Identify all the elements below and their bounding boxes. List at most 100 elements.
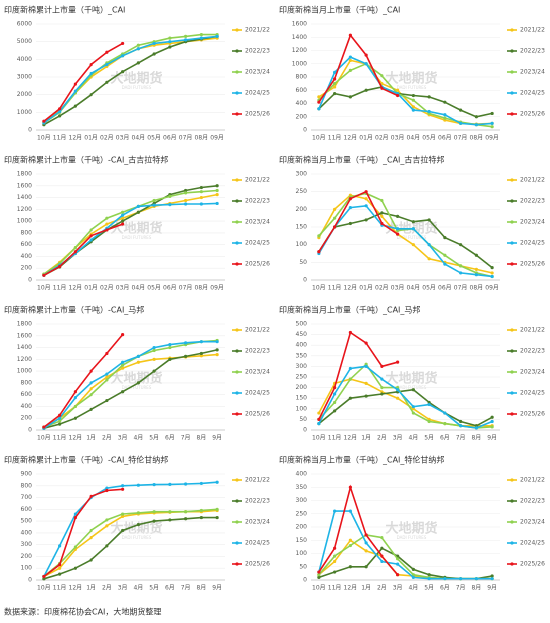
data-point bbox=[184, 38, 188, 42]
data-point bbox=[168, 194, 172, 198]
data-point bbox=[105, 63, 109, 67]
x-tick-label: 09月 bbox=[485, 135, 499, 142]
data-point bbox=[364, 381, 368, 385]
data-point bbox=[105, 216, 109, 220]
data-point bbox=[396, 557, 400, 561]
watermark-sub: DADI FUTURES bbox=[122, 85, 152, 90]
x-tick-label: 5月 bbox=[149, 435, 159, 442]
x-tick-label: 03月 bbox=[391, 135, 405, 142]
data-point bbox=[396, 88, 400, 92]
data-point bbox=[121, 512, 125, 516]
data-point bbox=[427, 419, 431, 424]
data-point bbox=[152, 483, 156, 487]
data-point bbox=[58, 566, 62, 570]
data-point bbox=[490, 111, 494, 116]
data-point bbox=[443, 253, 447, 257]
data-point bbox=[199, 202, 203, 206]
series-line bbox=[43, 353, 218, 428]
data-point bbox=[199, 354, 203, 358]
data-point bbox=[474, 123, 478, 127]
data-point bbox=[396, 360, 400, 364]
data-point bbox=[215, 340, 219, 344]
data-point bbox=[184, 191, 188, 195]
data-point bbox=[333, 546, 337, 550]
x-tick-label: 3月 bbox=[393, 585, 403, 592]
series-line bbox=[43, 33, 218, 124]
data-point bbox=[474, 253, 478, 257]
data-point bbox=[364, 53, 368, 57]
x-tick-label: 9月 bbox=[487, 585, 497, 592]
data-point bbox=[121, 222, 125, 226]
series-line bbox=[43, 223, 123, 276]
data-point bbox=[89, 71, 93, 76]
x-tick-label: 06月 bbox=[163, 135, 177, 142]
data-point bbox=[58, 422, 62, 426]
data-point bbox=[348, 485, 352, 489]
y-tick-label: 800 bbox=[21, 379, 33, 386]
x-tick-label: 1月 bbox=[86, 585, 96, 592]
data-point bbox=[364, 394, 368, 398]
y-tick-label: 400 bbox=[21, 403, 33, 410]
y-tick-label: 1400 bbox=[292, 34, 307, 41]
x-tick-label: 05月 bbox=[422, 285, 436, 292]
series-line bbox=[318, 204, 493, 278]
x-tick-label: 7月 bbox=[456, 435, 466, 442]
y-tick-label: 1000 bbox=[17, 109, 32, 116]
legend-marker bbox=[510, 328, 514, 332]
watermark: 大地期货 bbox=[110, 521, 162, 537]
legend-marker bbox=[510, 28, 514, 32]
legend-marker bbox=[510, 391, 514, 395]
legend-marker bbox=[235, 370, 239, 374]
chart-title: 印度新棉累计上市量（千吨）_CAI bbox=[4, 5, 125, 15]
x-tick-label: 10月 bbox=[312, 285, 326, 292]
data-point bbox=[89, 494, 93, 498]
data-point bbox=[42, 425, 46, 429]
series-line bbox=[43, 340, 218, 429]
data-point bbox=[168, 40, 172, 44]
x-tick-label: 5月 bbox=[149, 585, 159, 592]
data-point bbox=[411, 405, 415, 409]
x-tick-label: 10月 bbox=[37, 135, 51, 142]
y-tick-label: 100 bbox=[296, 241, 308, 248]
y-tick-label: 1200 bbox=[292, 47, 307, 54]
y-tick-label: 150 bbox=[296, 224, 308, 231]
watermark: 大地期货 bbox=[385, 371, 437, 387]
data-point bbox=[121, 41, 125, 46]
data-point bbox=[121, 213, 125, 217]
data-point bbox=[184, 354, 188, 358]
data-point bbox=[58, 419, 62, 423]
x-tick-label: 06月 bbox=[438, 135, 452, 142]
data-point bbox=[105, 228, 109, 232]
y-tick-label: 600 bbox=[21, 241, 33, 248]
data-point bbox=[199, 481, 203, 486]
legend-marker bbox=[510, 241, 514, 245]
data-point bbox=[490, 271, 494, 275]
legend-label: 2025/26 bbox=[520, 561, 545, 568]
data-point bbox=[348, 565, 352, 569]
y-tick-label: 1200 bbox=[17, 356, 32, 363]
y-tick-label: 200 bbox=[296, 113, 308, 120]
y-tick-label: 350 bbox=[296, 484, 308, 491]
y-tick-label: 1400 bbox=[17, 194, 32, 201]
data-point bbox=[199, 33, 203, 37]
chart-title: 印度新棉当月上市量（千吨）_CAI_特伦甘纳邦 bbox=[279, 455, 444, 465]
data-point bbox=[136, 381, 140, 385]
series-line bbox=[318, 212, 493, 269]
data-point bbox=[152, 357, 156, 361]
legend-label: 2025/26 bbox=[245, 111, 270, 118]
data-point bbox=[121, 360, 125, 364]
data-point bbox=[105, 351, 109, 356]
x-tick-label: 11月 bbox=[328, 135, 342, 142]
legend-marker bbox=[235, 91, 239, 95]
series-line bbox=[318, 365, 493, 429]
data-point bbox=[121, 216, 125, 220]
x-tick-label: 12月 bbox=[69, 435, 83, 442]
data-point bbox=[215, 515, 219, 520]
series-line bbox=[318, 534, 493, 580]
data-point bbox=[317, 570, 321, 574]
data-point bbox=[443, 577, 447, 581]
y-tick-label: 100 bbox=[296, 550, 308, 557]
data-point bbox=[443, 262, 447, 266]
y-tick-label: 0 bbox=[303, 277, 307, 284]
y-tick-label: 150 bbox=[296, 537, 308, 544]
